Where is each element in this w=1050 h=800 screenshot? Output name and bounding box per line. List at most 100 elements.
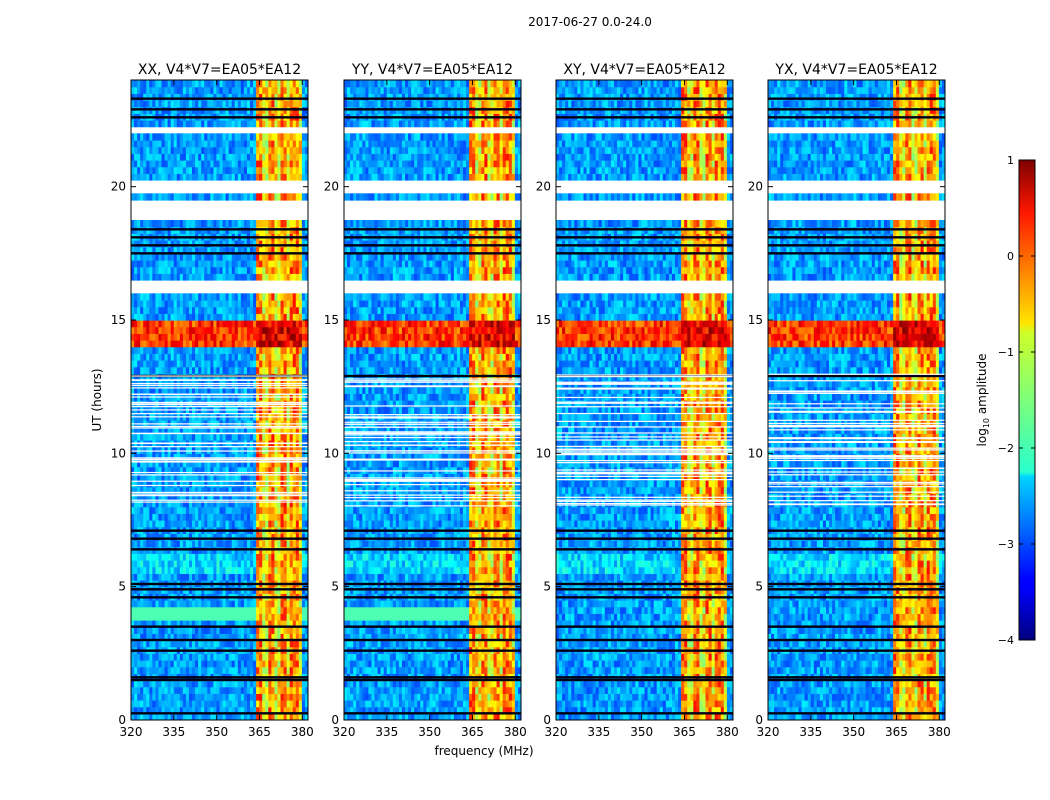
flag-line <box>768 638 945 642</box>
x-tick-label: 350 <box>630 725 653 739</box>
flag-line <box>131 236 308 239</box>
flag-line <box>556 548 733 551</box>
flag-line <box>768 537 945 540</box>
flag-line <box>556 678 733 682</box>
flag-line <box>344 374 521 378</box>
flag-line <box>768 108 945 111</box>
flag-line <box>556 625 733 628</box>
heatmap-yx <box>768 80 945 720</box>
flag-line <box>344 97 521 100</box>
flag-line <box>556 108 733 111</box>
flag-line <box>556 97 733 100</box>
panel-xy: XY, V4*V7=EA05*EA12 320 335 350 365 380 0 5 10 15… <box>536 62 739 739</box>
colorbar-label-prefix: log <box>975 428 989 446</box>
y-tick-label: 10 <box>324 446 339 460</box>
y-tick-label: 10 <box>536 446 551 460</box>
flag-line <box>768 548 945 551</box>
panel-title: YY, V4*V7=EA05*EA12 <box>351 62 513 78</box>
flag-line <box>556 116 733 119</box>
x-tick-label: 380 <box>928 725 951 739</box>
flag-line <box>344 252 521 255</box>
flag-line <box>344 116 521 119</box>
y-axis-label: UT (hours) <box>90 368 104 431</box>
colorbar-tick-label: −4 <box>998 634 1014 647</box>
flag-line <box>344 649 521 652</box>
flag-line <box>344 228 521 231</box>
flag-line <box>131 649 308 652</box>
y-tick-label: 20 <box>324 180 339 194</box>
flag-line <box>131 676 308 679</box>
flag-line <box>768 596 945 599</box>
flag-line <box>768 678 945 682</box>
flag-line <box>344 676 521 679</box>
panel-title: XX, V4*V7=EA05*EA12 <box>138 62 301 78</box>
flag-line <box>768 252 945 255</box>
heatmap-xx <box>131 80 308 720</box>
colorbar-tick-label: 1 <box>1007 154 1014 167</box>
flag-line <box>556 537 733 540</box>
y-tick-label: 5 <box>543 580 551 594</box>
panel-title: XY, V4*V7=EA05*EA12 <box>563 62 725 78</box>
x-tick-label: 365 <box>885 725 908 739</box>
y-tick-label: 20 <box>748 180 763 194</box>
flag-line <box>131 252 308 255</box>
flag-line <box>344 638 521 642</box>
flag-line <box>344 108 521 111</box>
y-tick-label: 10 <box>748 446 763 460</box>
figure-suptitle: 2017-06-27 0.0-24.0 <box>528 15 652 29</box>
flag-line <box>344 588 521 591</box>
flag-line <box>131 588 308 591</box>
flag-line <box>344 582 521 586</box>
x-tick-label: 320 <box>120 725 143 739</box>
flag-line <box>344 548 521 551</box>
flag-line <box>556 588 733 591</box>
flag-line <box>131 638 308 642</box>
colorbar-tick-label: −1 <box>998 346 1014 359</box>
flag-line <box>344 625 521 628</box>
flag-line <box>768 712 945 715</box>
heatmap-yy <box>344 80 521 720</box>
x-tick-label: 335 <box>375 725 398 739</box>
panel-yy: YY, V4*V7=EA05*EA12 320 335 350 365 380 0 5 10 15… <box>324 62 527 739</box>
flag-line <box>131 625 308 628</box>
panel-title: YX, V4*V7=EA05*EA12 <box>774 62 937 78</box>
panel-yx: YX, V4*V7=EA05*EA12 320 335 350 365 380 0 5 10 15… <box>748 62 951 739</box>
flag-line <box>131 678 308 682</box>
y-tick-label: 15 <box>111 313 126 327</box>
y-tick-label: 5 <box>118 580 126 594</box>
flag-line <box>768 228 945 231</box>
flag-line <box>131 712 308 715</box>
y-tick-label: 15 <box>324 313 339 327</box>
y-tick-label: 5 <box>331 580 339 594</box>
flag-line <box>768 582 945 586</box>
colorbar-label-subscript: 10 <box>982 418 991 428</box>
colorbar-tick-label: −3 <box>998 538 1014 551</box>
flag-line <box>768 649 945 652</box>
flag-line <box>556 596 733 599</box>
flag-line <box>344 712 521 715</box>
flag-line <box>768 374 945 378</box>
x-tick-label: 335 <box>162 725 185 739</box>
x-tick-label: 350 <box>842 725 865 739</box>
x-tick-label: 350 <box>205 725 228 739</box>
colorbar: −4 −3 −2 −1 0 1 log10 amplitude <box>975 154 1036 647</box>
colorbar-ticks: −4 −3 −2 −1 0 1 <box>998 154 1035 647</box>
panel-frame <box>343 79 522 721</box>
flag-line <box>344 596 521 599</box>
colorbar-label-suffix: amplitude <box>975 354 989 418</box>
panel-frame <box>130 79 309 721</box>
flag-line <box>131 228 308 231</box>
flag-line <box>556 244 733 247</box>
flag-line <box>556 712 733 715</box>
y-tick-label: 0 <box>543 713 551 727</box>
flag-line <box>344 678 521 682</box>
flag-line <box>556 529 733 532</box>
x-axis-label: frequency (MHz) <box>434 744 533 758</box>
flag-line <box>131 529 308 532</box>
heatmap-xy <box>556 80 733 720</box>
y-tick-label: 0 <box>118 713 126 727</box>
flag-line <box>131 97 308 100</box>
x-tick-label: 365 <box>461 725 484 739</box>
flag-line <box>131 116 308 119</box>
